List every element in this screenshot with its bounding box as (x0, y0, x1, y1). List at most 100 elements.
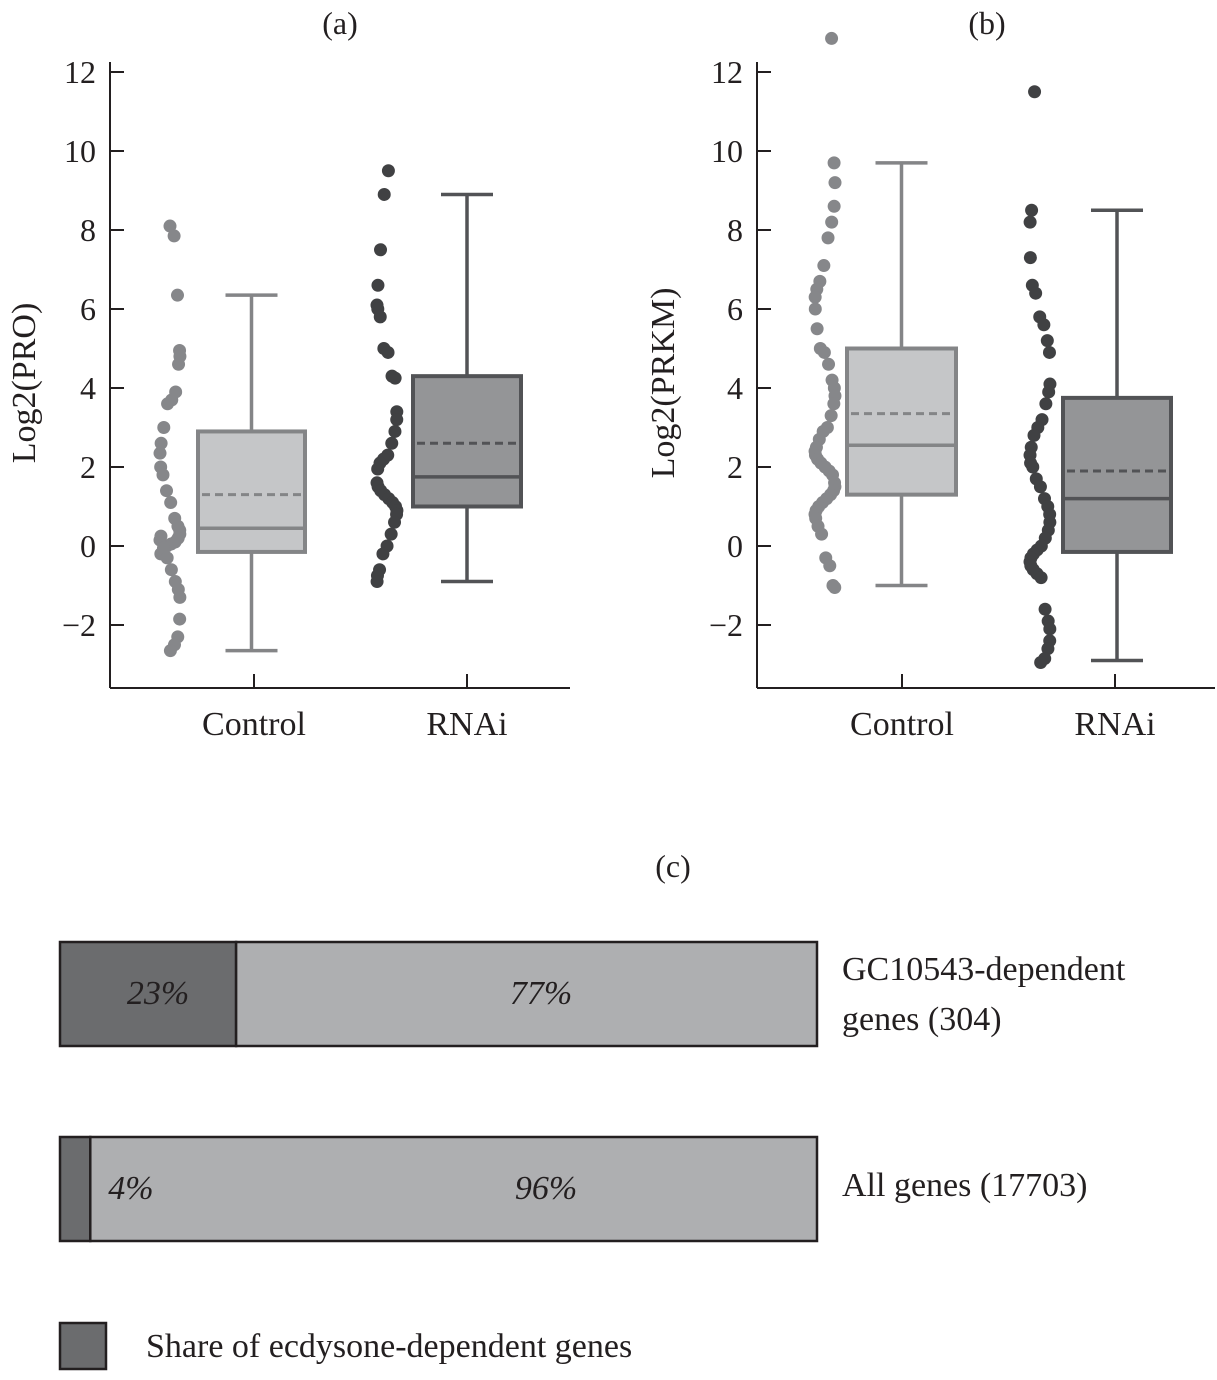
y-tick-label: 8 (727, 212, 743, 248)
data-point (164, 563, 178, 577)
data-point (167, 229, 181, 243)
data-point (1034, 656, 1048, 670)
data-point (825, 215, 839, 229)
data-point (823, 559, 837, 573)
data-point (370, 575, 384, 589)
bar-dark-label: 23% (127, 975, 189, 1012)
bar-segment-light (89, 1135, 819, 1243)
legend-swatch (58, 1321, 108, 1371)
data-point (173, 590, 187, 604)
data-point (376, 547, 390, 561)
data-point (821, 231, 835, 245)
data-point (1029, 286, 1043, 300)
data-point (808, 302, 822, 316)
data-point (1042, 345, 1056, 359)
y-tick-label: −2 (62, 607, 96, 643)
y-tick-label: 8 (80, 212, 96, 248)
y-tick-label: 12 (711, 54, 743, 90)
data-point (815, 527, 829, 541)
data-point (827, 199, 841, 213)
data-point (153, 446, 167, 460)
data-point (1027, 428, 1041, 442)
data-point (170, 288, 184, 302)
data-point (388, 515, 402, 529)
panel-a-label: (a) (322, 5, 358, 41)
iqr-box (196, 429, 307, 554)
data-point (1042, 385, 1056, 399)
y-tick-label: 10 (64, 133, 96, 169)
bar-segment-light (234, 940, 819, 1048)
iqr-box (845, 346, 958, 497)
data-point (163, 219, 177, 233)
bar-light-label: 77% (510, 975, 572, 1012)
data-point (1038, 602, 1052, 616)
y-tick-label: 4 (727, 370, 743, 406)
data-point (1034, 571, 1048, 585)
panel-b-boxplot: (b) Log2(PRKM) 12 10 8 6 4 2 0 −2 Control RNAi (645, 5, 1215, 743)
data-point (381, 164, 395, 178)
data-point (827, 397, 841, 411)
data-point (810, 322, 824, 336)
data-point (1025, 203, 1039, 217)
data-point (388, 371, 402, 385)
y-tick-label: −2 (709, 607, 743, 643)
data-point (371, 278, 385, 292)
data-point (1026, 460, 1040, 474)
data-point (384, 527, 398, 541)
x-tick-label: Control (202, 706, 306, 743)
data-point (173, 612, 187, 626)
data-point (164, 496, 178, 510)
y-tick-label: 0 (80, 528, 96, 564)
data-point (828, 580, 842, 594)
x-tick-label: Control (850, 706, 954, 743)
y-tick-label: 4 (80, 370, 96, 406)
data-point (1033, 480, 1047, 494)
data-point (1040, 334, 1054, 348)
data-point (1043, 622, 1057, 636)
data-point (822, 357, 836, 371)
data-point (373, 310, 387, 324)
data-point (808, 290, 822, 304)
data-point (817, 259, 831, 273)
data-point (390, 413, 404, 427)
data-point (1039, 397, 1053, 411)
data-point (156, 541, 170, 555)
data-point (154, 436, 168, 450)
bar-light-label: 96% (515, 1170, 577, 1207)
y-tick-label: 0 (727, 528, 743, 564)
data-point (374, 243, 388, 257)
y-tick-label: 6 (80, 291, 96, 327)
data-point (172, 357, 186, 371)
y-tick-label: 6 (727, 291, 743, 327)
data-point (154, 529, 168, 543)
data-point (156, 468, 170, 482)
panel-c-label: (c) (655, 848, 691, 884)
data-point (827, 156, 841, 170)
panel-a-boxplot: (a) Log2(PRO) 12 10 8 6 4 2 0 −2 Control RNAi (6, 5, 570, 743)
data-point (385, 436, 399, 450)
data-point (157, 421, 171, 434)
data-point (1028, 85, 1042, 99)
panel-a-ylabel: Log2(PRO) (6, 303, 43, 464)
iqr-box (1061, 395, 1173, 554)
y-tick-label: 10 (711, 133, 743, 169)
data-point (828, 176, 842, 190)
data-point (824, 409, 838, 423)
data-point (160, 551, 174, 565)
data-point (371, 462, 385, 476)
panel-b-label: (b) (968, 5, 1005, 41)
data-point (161, 397, 175, 411)
y-tick-label: 2 (80, 449, 96, 485)
data-point (388, 424, 402, 438)
iqr-box (411, 374, 523, 509)
y-tick-label: 2 (727, 449, 743, 485)
data-point (817, 345, 831, 359)
bar-dark-label: 4% (108, 1170, 153, 1207)
data-point (377, 187, 391, 201)
data-point (1037, 318, 1051, 332)
bar1-label-line1: GC10543-dependent (842, 951, 1126, 988)
bar-segment-dark (58, 1135, 92, 1243)
legend-label: Share of ecdysone-dependent genes (146, 1328, 632, 1365)
x-tick-label: RNAi (426, 706, 507, 743)
